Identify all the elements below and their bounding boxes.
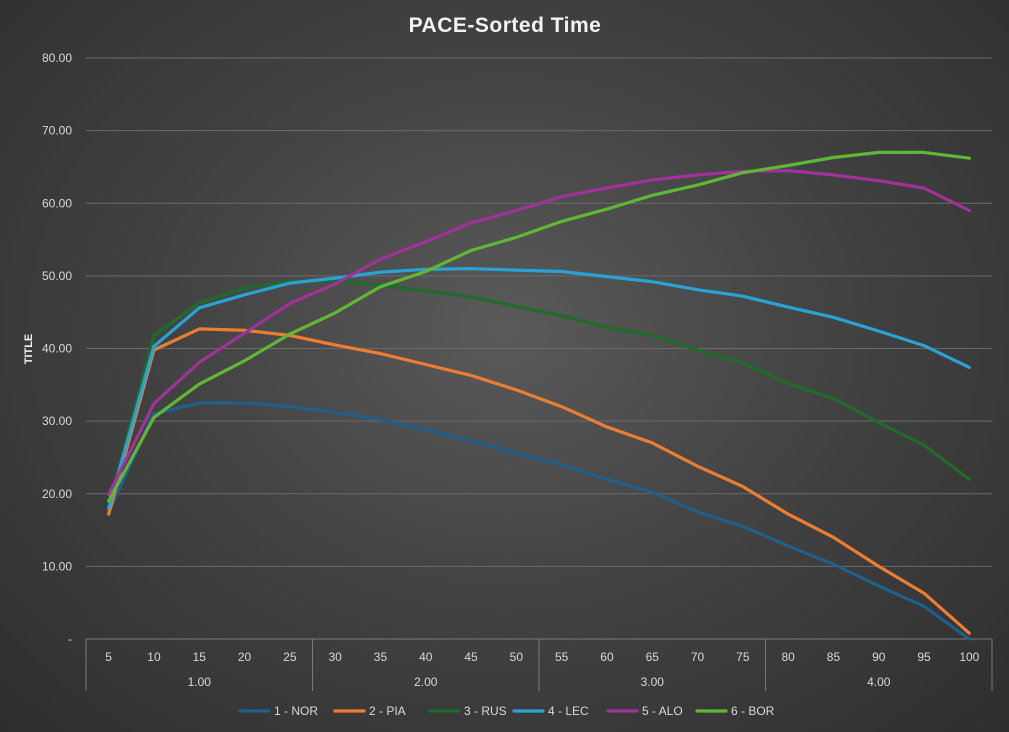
series-line-6 — [107, 150, 971, 503]
x-tick-label: 85 — [827, 650, 841, 664]
x-tick-label: 10 — [147, 650, 161, 664]
x-tick-label: 15 — [193, 650, 207, 664]
x-tick-label: 100 — [959, 650, 979, 664]
x-group-label: 4.00 — [867, 675, 891, 689]
y-tick-label: - — [68, 632, 72, 646]
legend-entry-label: 1 - NOR — [274, 704, 318, 718]
y-tick-label: 20.00 — [42, 487, 72, 501]
y-tick-label: 70.00 — [42, 124, 72, 138]
x-tick-label: 95 — [917, 650, 931, 664]
y-tick-label: 80.00 — [42, 51, 72, 65]
y-tick-label: 40.00 — [42, 342, 72, 356]
x-tick-label: 35 — [374, 650, 388, 664]
x-tick-label: 80 — [781, 650, 795, 664]
legend-entry-label: 4 - LEC — [548, 704, 589, 718]
x-tick-label: 40 — [419, 650, 433, 664]
y-tick-label: 10.00 — [42, 559, 72, 573]
x-tick-label: 55 — [555, 650, 569, 664]
series-line-1 — [107, 401, 971, 641]
y-tick-label: 50.00 — [42, 269, 72, 283]
chart-title: PACE-Sorted Time — [409, 14, 602, 37]
x-group-label: 2.00 — [414, 675, 438, 689]
legend: 1 - NOR 2 - PIA 3 - RUS 4 - LEC 5 - ALO 6 - B… — [238, 704, 775, 718]
x-tick-label: 20 — [238, 650, 252, 664]
x-tick-label: 60 — [600, 650, 614, 664]
series-line-2 — [107, 327, 971, 635]
y-tick-labels: - 10.00 20.00 30.00 40.00 50.00 60.00 70.00 80.0… — [42, 51, 72, 646]
legend-entry-label: 5 - ALO — [642, 704, 683, 718]
series-line-5 — [107, 169, 971, 497]
legend-entry-label: 3 - RUS — [464, 704, 507, 718]
x-group-label: 1.00 — [188, 675, 212, 689]
series-lines — [107, 150, 971, 641]
y-axis-label: TITLE — [23, 334, 35, 365]
x-tick-label: 25 — [283, 650, 297, 664]
x-axis: 5 10 15 20 25 30 35 40 45 50 55 60 65 70 75 80 85 90 95 100… — [85, 638, 993, 691]
x-tick-label: 30 — [328, 650, 342, 664]
series-line-3 — [107, 279, 971, 509]
y-tick-label: 60.00 — [42, 196, 72, 210]
x-tick-label: 45 — [464, 650, 478, 664]
x-tick-label: 90 — [872, 650, 886, 664]
x-tick-label: 5 — [105, 650, 112, 664]
x-tick-label: 50 — [510, 650, 524, 664]
series-line-4 — [107, 267, 971, 510]
legend-entry-label: 2 - PIA — [369, 704, 406, 718]
x-tick-label: 70 — [691, 650, 705, 664]
x-tick-label: 65 — [646, 650, 660, 664]
x-group-label: 3.00 — [641, 675, 665, 689]
y-tick-label: 30.00 — [42, 414, 72, 428]
legend-entry-label: 6 - BOR — [731, 704, 775, 718]
x-tick-label: 75 — [736, 650, 750, 664]
